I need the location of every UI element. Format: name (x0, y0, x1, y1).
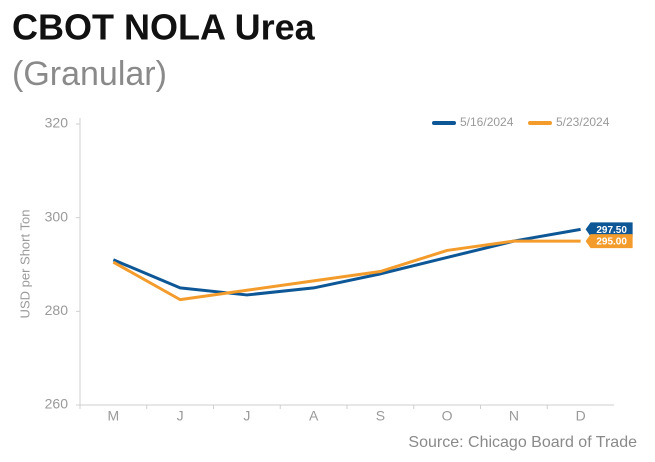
y-tick-label: 320 (45, 115, 69, 131)
value-label: 295.00 (596, 237, 627, 248)
y-axis-label: USD per Short Ton (17, 210, 32, 319)
y-tick-label: 300 (45, 208, 69, 224)
value-label-box (585, 234, 633, 249)
chart-title: CBOT NOLA Urea (12, 7, 316, 48)
legend-label: 5/23/2024 (556, 115, 610, 129)
source: Source: Chicago Board of Trade (408, 434, 637, 451)
x-tick-label: D (576, 408, 586, 424)
legend-label: 5/16/2024 (460, 115, 514, 129)
x-tick-label: J (177, 408, 184, 424)
value-label-box (585, 222, 633, 237)
x-tick-label: A (309, 408, 319, 424)
x-tick-label: O (442, 408, 453, 424)
y-tick-label: 280 (45, 302, 69, 318)
x-tick-label: S (376, 408, 385, 424)
x-tick-label: N (509, 408, 519, 424)
y-tick-label: 260 (45, 396, 69, 412)
series-line (112, 239, 581, 302)
x-tick-label: J (243, 408, 250, 424)
chart-subtitle: (Granular) (12, 55, 167, 93)
series-line (112, 227, 581, 297)
value-label: 297.50 (596, 225, 627, 236)
x-tick-label: M (108, 408, 120, 424)
